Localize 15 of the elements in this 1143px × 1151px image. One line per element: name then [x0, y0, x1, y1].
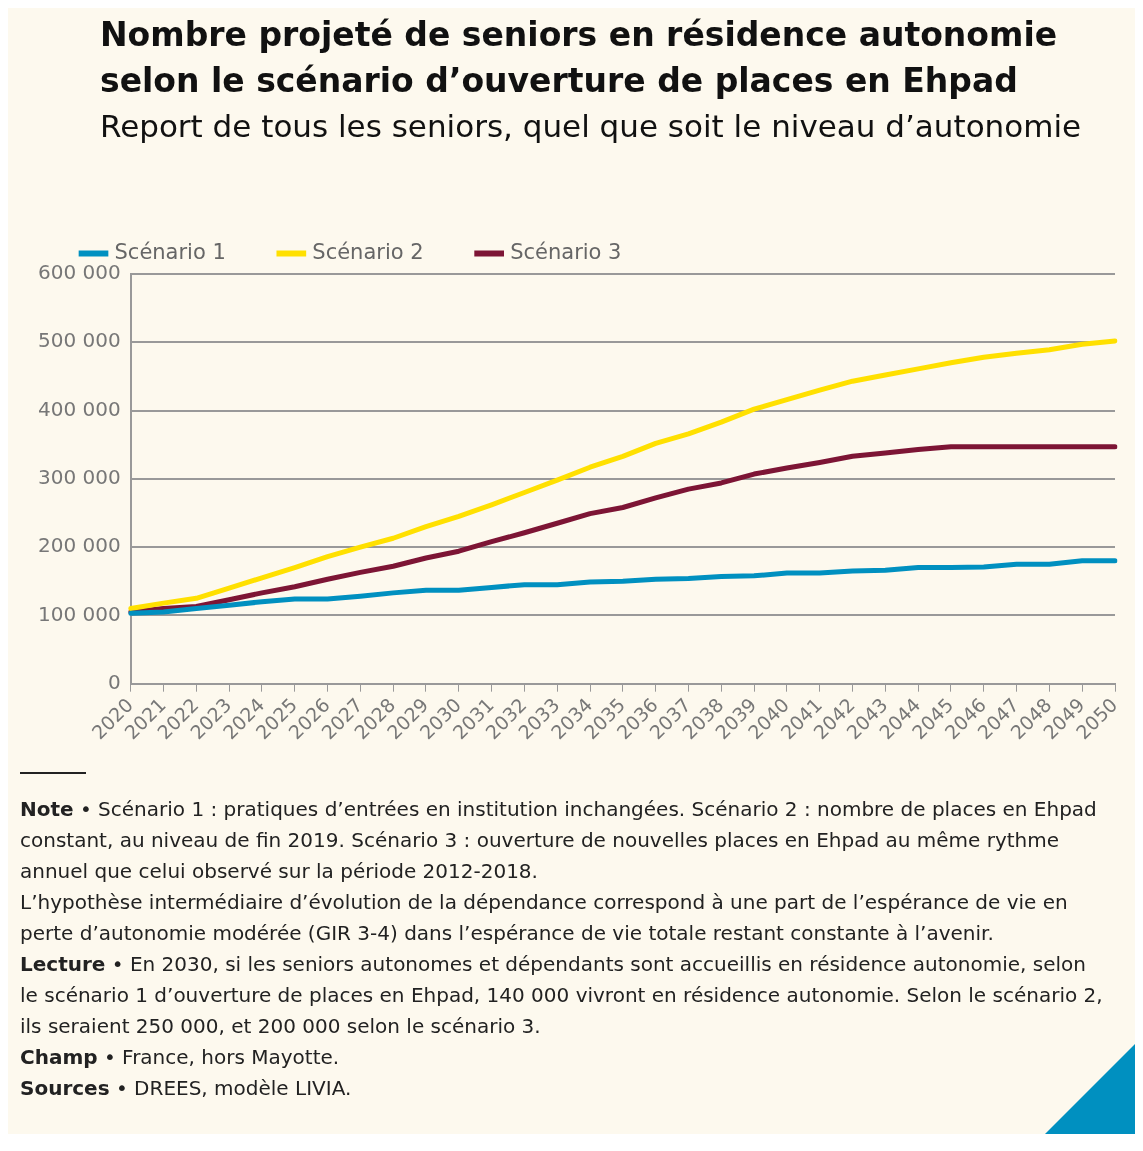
- chart-subtitle: Report de tous les seniors, quel que soit le niveau d’autonomie: [100, 107, 1083, 146]
- text: L’hypothèse intermédiaire d’évolution de la dépendance correspond à une part de l’espérance de vie en perte d’autonomie modérée (GIR 3-4) dans l’espérance de vie totale restant constante à l’avenir.: [20, 889, 1069, 947]
- y-tick-label: 200 000: [37, 533, 121, 558]
- legend-label: Scénario 3: [510, 239, 622, 264]
- chart-title: Nombre projeté de seniors en résidence autonomie selon le scénario d’ouverture de places en Ehpad: [100, 14, 1059, 102]
- text: Note • Scénario 1 : pratiques d’entrées en institution inchangées. Scénario 2 : nombre de places en Ehpad constant, au niveau de fin 2019. Scénario 3 : ouverture de nouvelles places en Ehpad au même rythme annuel que celui observé sur la période 2012-2018.: [20, 796, 1098, 885]
- source-note: Sources • DREES, modèle LIVIA.: [20, 1075, 353, 1102]
- y-tick-label: 300 000: [37, 465, 121, 490]
- y-tick-label: 0: [107, 669, 121, 694]
- y-tick-label: 500 000: [37, 328, 121, 353]
- y-tick-label: 400 000: [37, 396, 121, 421]
- legend-label: Scénario 2: [312, 239, 424, 264]
- text: Champ • France, hors Mayotte.: [20, 1044, 341, 1071]
- text: Lecture • En 2030, si les seniors autonomes et dépendants sont accueillis en résidence autonomie, selon le scénario 1 d’ouverture de places en Ehpad, 140 000 vivront en résidence autonomie. Selon le scénario 2, ils seraient 250 000, et 200 000 selon le scénario 3.: [20, 951, 1104, 1040]
- y-tick-label: 100 000: [37, 601, 121, 626]
